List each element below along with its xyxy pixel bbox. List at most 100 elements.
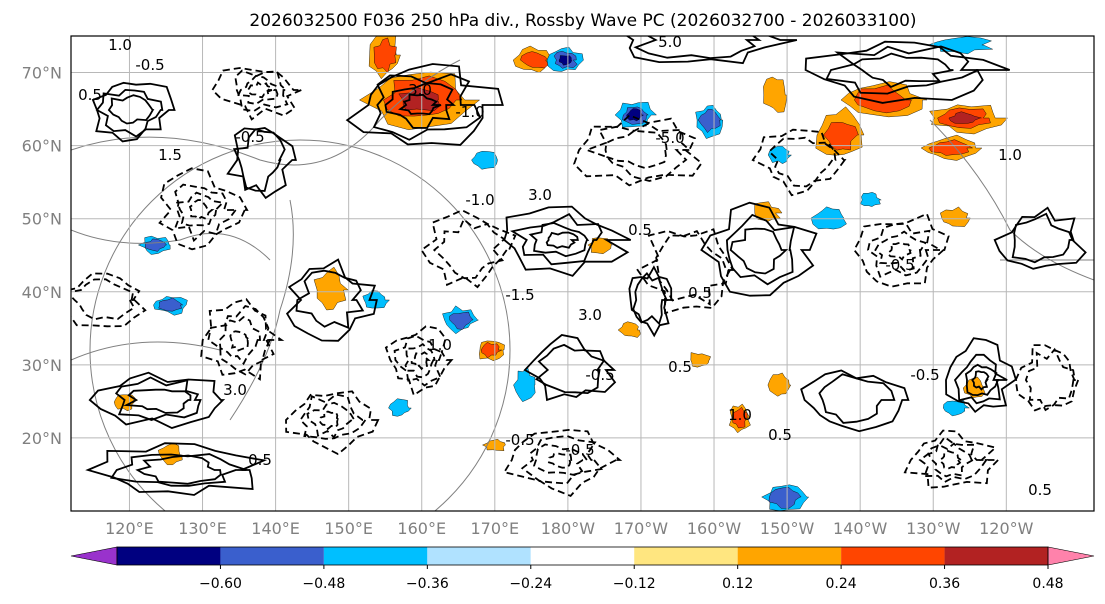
lat-tick-label: 50°N bbox=[22, 210, 62, 229]
negative-contour bbox=[207, 304, 272, 376]
negative-contour bbox=[299, 393, 368, 440]
positive-divergence-patch bbox=[732, 406, 748, 429]
negative-divergence-patch bbox=[449, 311, 474, 330]
positive-contour bbox=[372, 73, 482, 141]
negative-contour bbox=[918, 435, 989, 484]
positive-contour bbox=[725, 213, 796, 286]
map-area: 1.0-0.50.51.53.0-1.0-0.55.0-5.01.00.5-1.… bbox=[71, 36, 1094, 511]
positive-contour bbox=[729, 227, 789, 275]
positive-contour bbox=[523, 334, 617, 402]
lon-tick-label: 180°W bbox=[541, 519, 596, 538]
positive-contour bbox=[107, 94, 155, 125]
colorbar-segment bbox=[220, 547, 324, 565]
positive-contour bbox=[971, 370, 990, 391]
negative-contour bbox=[410, 351, 431, 371]
positive-contour bbox=[545, 231, 579, 249]
lat-tick-label: 30°N bbox=[22, 356, 62, 375]
positive-contour bbox=[384, 82, 457, 129]
lat-tick-label: 20°N bbox=[22, 429, 62, 448]
colorbar-extend-high bbox=[1047, 546, 1095, 566]
coastline bbox=[929, 119, 1094, 281]
lon-tick-label: 170°W bbox=[614, 519, 669, 538]
negative-contour bbox=[655, 229, 730, 306]
positive-divergence-patch bbox=[373, 37, 397, 74]
positive-contour bbox=[398, 93, 442, 116]
negative-contour bbox=[247, 81, 273, 99]
positive-divergence-patch bbox=[948, 111, 982, 124]
positive-divergence-patch bbox=[754, 201, 783, 222]
colorbar-segment bbox=[841, 547, 945, 565]
positive-contour bbox=[800, 369, 910, 433]
lon-tick-label: 150°W bbox=[760, 519, 815, 538]
positive-contour bbox=[632, 272, 669, 326]
negative-contour bbox=[175, 191, 225, 227]
colorbar-tick-label: −0.36 bbox=[406, 576, 449, 592]
coastline bbox=[71, 341, 221, 361]
rossby-wave-pc-contours bbox=[71, 36, 1087, 497]
negative-contour bbox=[903, 429, 1001, 489]
positive-contour bbox=[285, 258, 378, 342]
positive-contour bbox=[851, 52, 954, 89]
negative-contour bbox=[211, 67, 302, 121]
chart-title: 2026032500 F036 250 hPa div., Rossby Wav… bbox=[249, 11, 916, 31]
contour-label: 0.5 bbox=[78, 86, 102, 104]
negative-contour bbox=[533, 443, 589, 476]
colorbar-outline bbox=[116, 546, 1049, 566]
positive-contour bbox=[95, 88, 164, 138]
positive-contour bbox=[345, 63, 504, 146]
latitude-ticks: 70°N 60°N 50°N 40°N 30°N 20°N bbox=[22, 64, 62, 448]
positive-contour bbox=[993, 206, 1087, 270]
contour-label: -0.5 bbox=[585, 366, 614, 384]
lon-tick-label: 140°E bbox=[251, 519, 300, 538]
coastline bbox=[229, 199, 294, 421]
colorbar-segment bbox=[737, 547, 842, 565]
colorbar-segment bbox=[323, 547, 428, 565]
negative-contour bbox=[318, 410, 341, 431]
contour-label: 0.5 bbox=[768, 426, 792, 444]
lon-tick-label: 160°W bbox=[687, 519, 742, 538]
negative-contour bbox=[229, 330, 253, 352]
negative-contour bbox=[404, 342, 436, 379]
contour-label: 3.0 bbox=[408, 81, 432, 99]
positive-divergence-patch bbox=[940, 206, 971, 227]
positive-contour bbox=[818, 373, 896, 424]
contour-label: -1.0 bbox=[455, 103, 484, 121]
contour-label: -0.5 bbox=[565, 441, 594, 459]
negative-divergence-patch bbox=[768, 486, 802, 509]
negative-divergence-patch bbox=[860, 192, 882, 207]
lon-tick-label: 160°E bbox=[397, 519, 446, 538]
negative-contour bbox=[938, 450, 964, 470]
negative-divergence-patch bbox=[158, 297, 184, 312]
colorbar: −0.60 −0.48 −0.36 −0.24 −0.12 0.12 0.24 0.36 0.4… bbox=[70, 546, 1095, 592]
positive-divergence-patch bbox=[823, 122, 859, 151]
colorbar-tick-label: −0.24 bbox=[509, 576, 552, 592]
positive-contour bbox=[700, 201, 818, 297]
contour-label: -1.5 bbox=[505, 286, 534, 304]
colorbar-segment bbox=[427, 547, 531, 565]
coastline bbox=[71, 59, 461, 166]
positive-contour bbox=[88, 371, 226, 429]
negative-contour bbox=[1014, 344, 1080, 412]
lat-tick-label: 40°N bbox=[22, 283, 62, 302]
colorbar-tick-label: 0.36 bbox=[929, 576, 960, 592]
colorbar-tick-label: −0.12 bbox=[613, 576, 656, 592]
positive-contour bbox=[633, 36, 762, 60]
negative-contour bbox=[866, 222, 944, 278]
contour-label: 3.0 bbox=[578, 306, 602, 324]
positive-divergence-patch bbox=[520, 51, 549, 69]
contour-label: -1.0 bbox=[465, 191, 494, 209]
negative-contour bbox=[886, 241, 912, 261]
contour-label: 1.5 bbox=[158, 146, 182, 164]
negative-divergence-patch bbox=[927, 36, 993, 55]
contour-label: 0.5 bbox=[248, 451, 272, 469]
negative-contour bbox=[1024, 347, 1076, 412]
negative-contour bbox=[927, 442, 977, 478]
positive-contour bbox=[953, 353, 1008, 405]
negative-contour bbox=[420, 209, 517, 289]
negative-contour bbox=[173, 183, 238, 243]
positive-contour bbox=[295, 269, 365, 330]
contour-label: 3.0 bbox=[528, 186, 552, 204]
lon-tick-label: 150°E bbox=[324, 519, 373, 538]
negative-divergence-patch bbox=[388, 398, 412, 417]
